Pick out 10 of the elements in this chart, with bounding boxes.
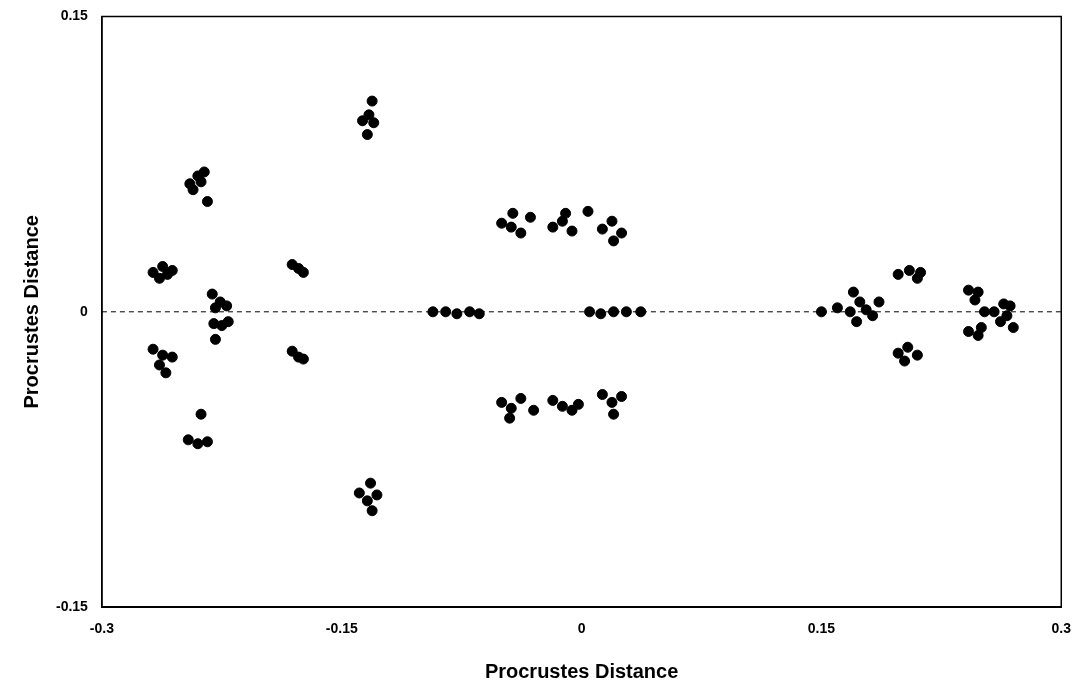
x-tick-label: -0.3 bbox=[89, 620, 115, 637]
x-tick-label: 0.15 bbox=[807, 620, 836, 637]
x-tick-label: 0.3 bbox=[1051, 620, 1072, 637]
y-axis-title: Procrustes Distance bbox=[19, 215, 42, 409]
y-tick-label: 0 bbox=[80, 302, 89, 319]
y-tick-label: -0.15 bbox=[55, 598, 89, 615]
x-axis-title: Procrustes Distance bbox=[484, 659, 679, 682]
x-tick-label: 0 bbox=[577, 620, 586, 637]
y-tick-label: 0.15 bbox=[60, 7, 89, 24]
x-tick-label: -0.15 bbox=[325, 620, 358, 637]
